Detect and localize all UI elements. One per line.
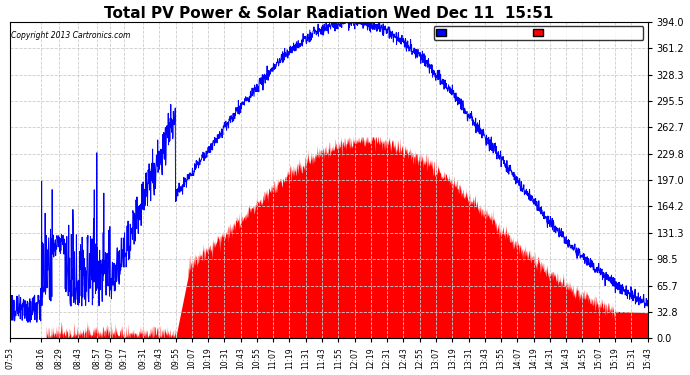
Text: Copyright 2013 Cartronics.com: Copyright 2013 Cartronics.com <box>10 31 130 40</box>
Legend: Radiation  (W/m2), PV Panels  (DC Watts): Radiation (W/m2), PV Panels (DC Watts) <box>433 26 643 40</box>
Title: Total PV Power & Solar Radiation Wed Dec 11  15:51: Total PV Power & Solar Radiation Wed Dec… <box>104 6 553 21</box>
